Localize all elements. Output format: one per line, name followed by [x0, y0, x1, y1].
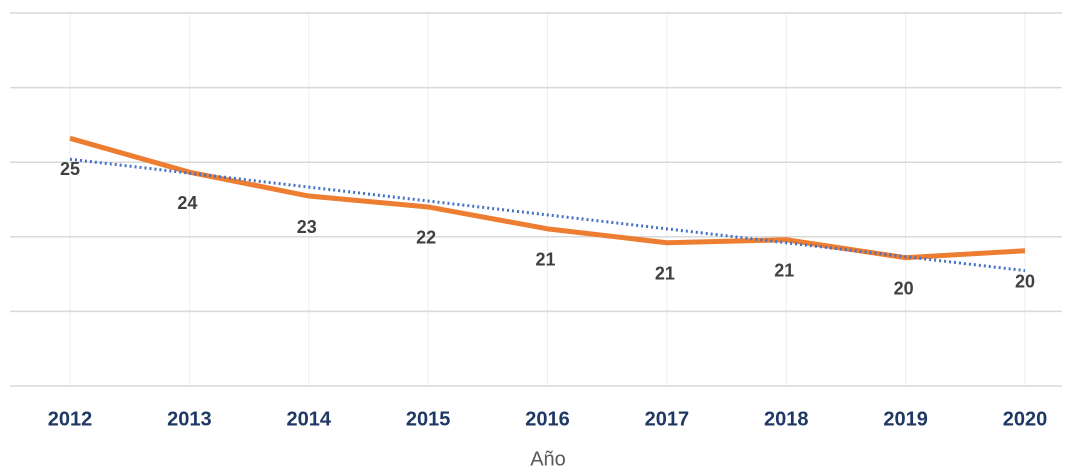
- x-tick-label: 2020: [1003, 408, 1048, 430]
- trend-line: [69, 157, 1026, 273]
- x-tick-label: 2017: [645, 408, 690, 430]
- data-label: 22: [416, 228, 436, 248]
- data-label: 21: [774, 261, 794, 281]
- x-tick-label: 2015: [406, 408, 451, 430]
- x-tick-label: 2013: [167, 408, 212, 430]
- data-label: 25: [60, 159, 80, 179]
- x-tick-label: 2014: [287, 408, 332, 430]
- x-axis-label: Año: [530, 448, 566, 470]
- x-tick-label: 2012: [48, 408, 93, 430]
- x-tick-label: 2019: [883, 408, 928, 430]
- data-label: 21: [535, 250, 555, 270]
- data-label: 24: [177, 193, 197, 213]
- x-tick-label: 2016: [525, 408, 570, 430]
- x-tick-label: 2018: [764, 408, 809, 430]
- data-label: 21: [655, 264, 675, 284]
- data-label: 20: [1015, 271, 1035, 291]
- data-label: 23: [297, 217, 317, 237]
- data-label: 20: [894, 278, 914, 298]
